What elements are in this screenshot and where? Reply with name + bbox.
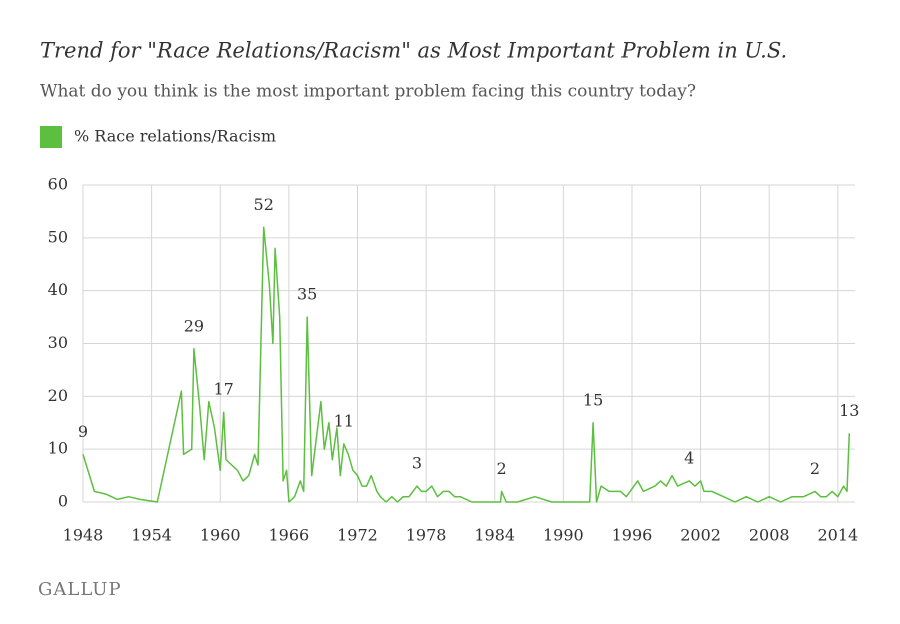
data-label: 2 (497, 459, 507, 478)
chart-title: Trend for "Race Relations/Racism" as Mos… (40, 39, 787, 63)
x-tick-label: 1960 (200, 526, 241, 545)
source-logo: GALLUP (38, 579, 122, 600)
x-tick-label: 1948 (63, 526, 104, 545)
legend-label: % Race relations/Racism (74, 127, 276, 146)
x-tick-label: 2002 (680, 526, 721, 545)
x-tick-label: 1966 (269, 526, 310, 545)
data-label: 13 (839, 401, 859, 420)
y-tick-label: 0 (58, 492, 68, 511)
data-label: 29 (184, 316, 204, 335)
data-label: 4 (684, 448, 694, 467)
data-label: 52 (254, 195, 274, 214)
y-tick-label: 30 (48, 333, 68, 352)
x-tick-label: 1954 (131, 526, 172, 545)
y-tick-label: 50 (48, 227, 68, 246)
y-tick-label: 20 (48, 386, 68, 405)
y-tick-label: 60 (48, 175, 68, 194)
x-tick-label: 2008 (749, 526, 790, 545)
x-tick-label: 1978 (406, 526, 447, 545)
data-label: 15 (583, 390, 603, 409)
y-tick-label: 40 (48, 280, 68, 299)
data-label: 9 (78, 422, 88, 441)
x-tick-label: 2014 (817, 526, 858, 545)
data-line (82, 226, 851, 503)
x-tick-label: 1990 (543, 526, 584, 545)
data-label: 2 (810, 459, 820, 478)
data-label: 3 (412, 454, 422, 473)
data-label: 11 (334, 411, 354, 430)
legend-swatch (40, 126, 62, 148)
y-tick-label: 10 (48, 439, 68, 458)
chart-subtitle: What do you think is the most important … (40, 82, 696, 102)
data-label: 35 (297, 285, 317, 304)
x-tick-label: 1996 (612, 526, 653, 545)
data-label: 17 (213, 380, 233, 399)
x-tick-label: 1984 (474, 526, 515, 545)
x-tick-label: 1972 (337, 526, 378, 545)
